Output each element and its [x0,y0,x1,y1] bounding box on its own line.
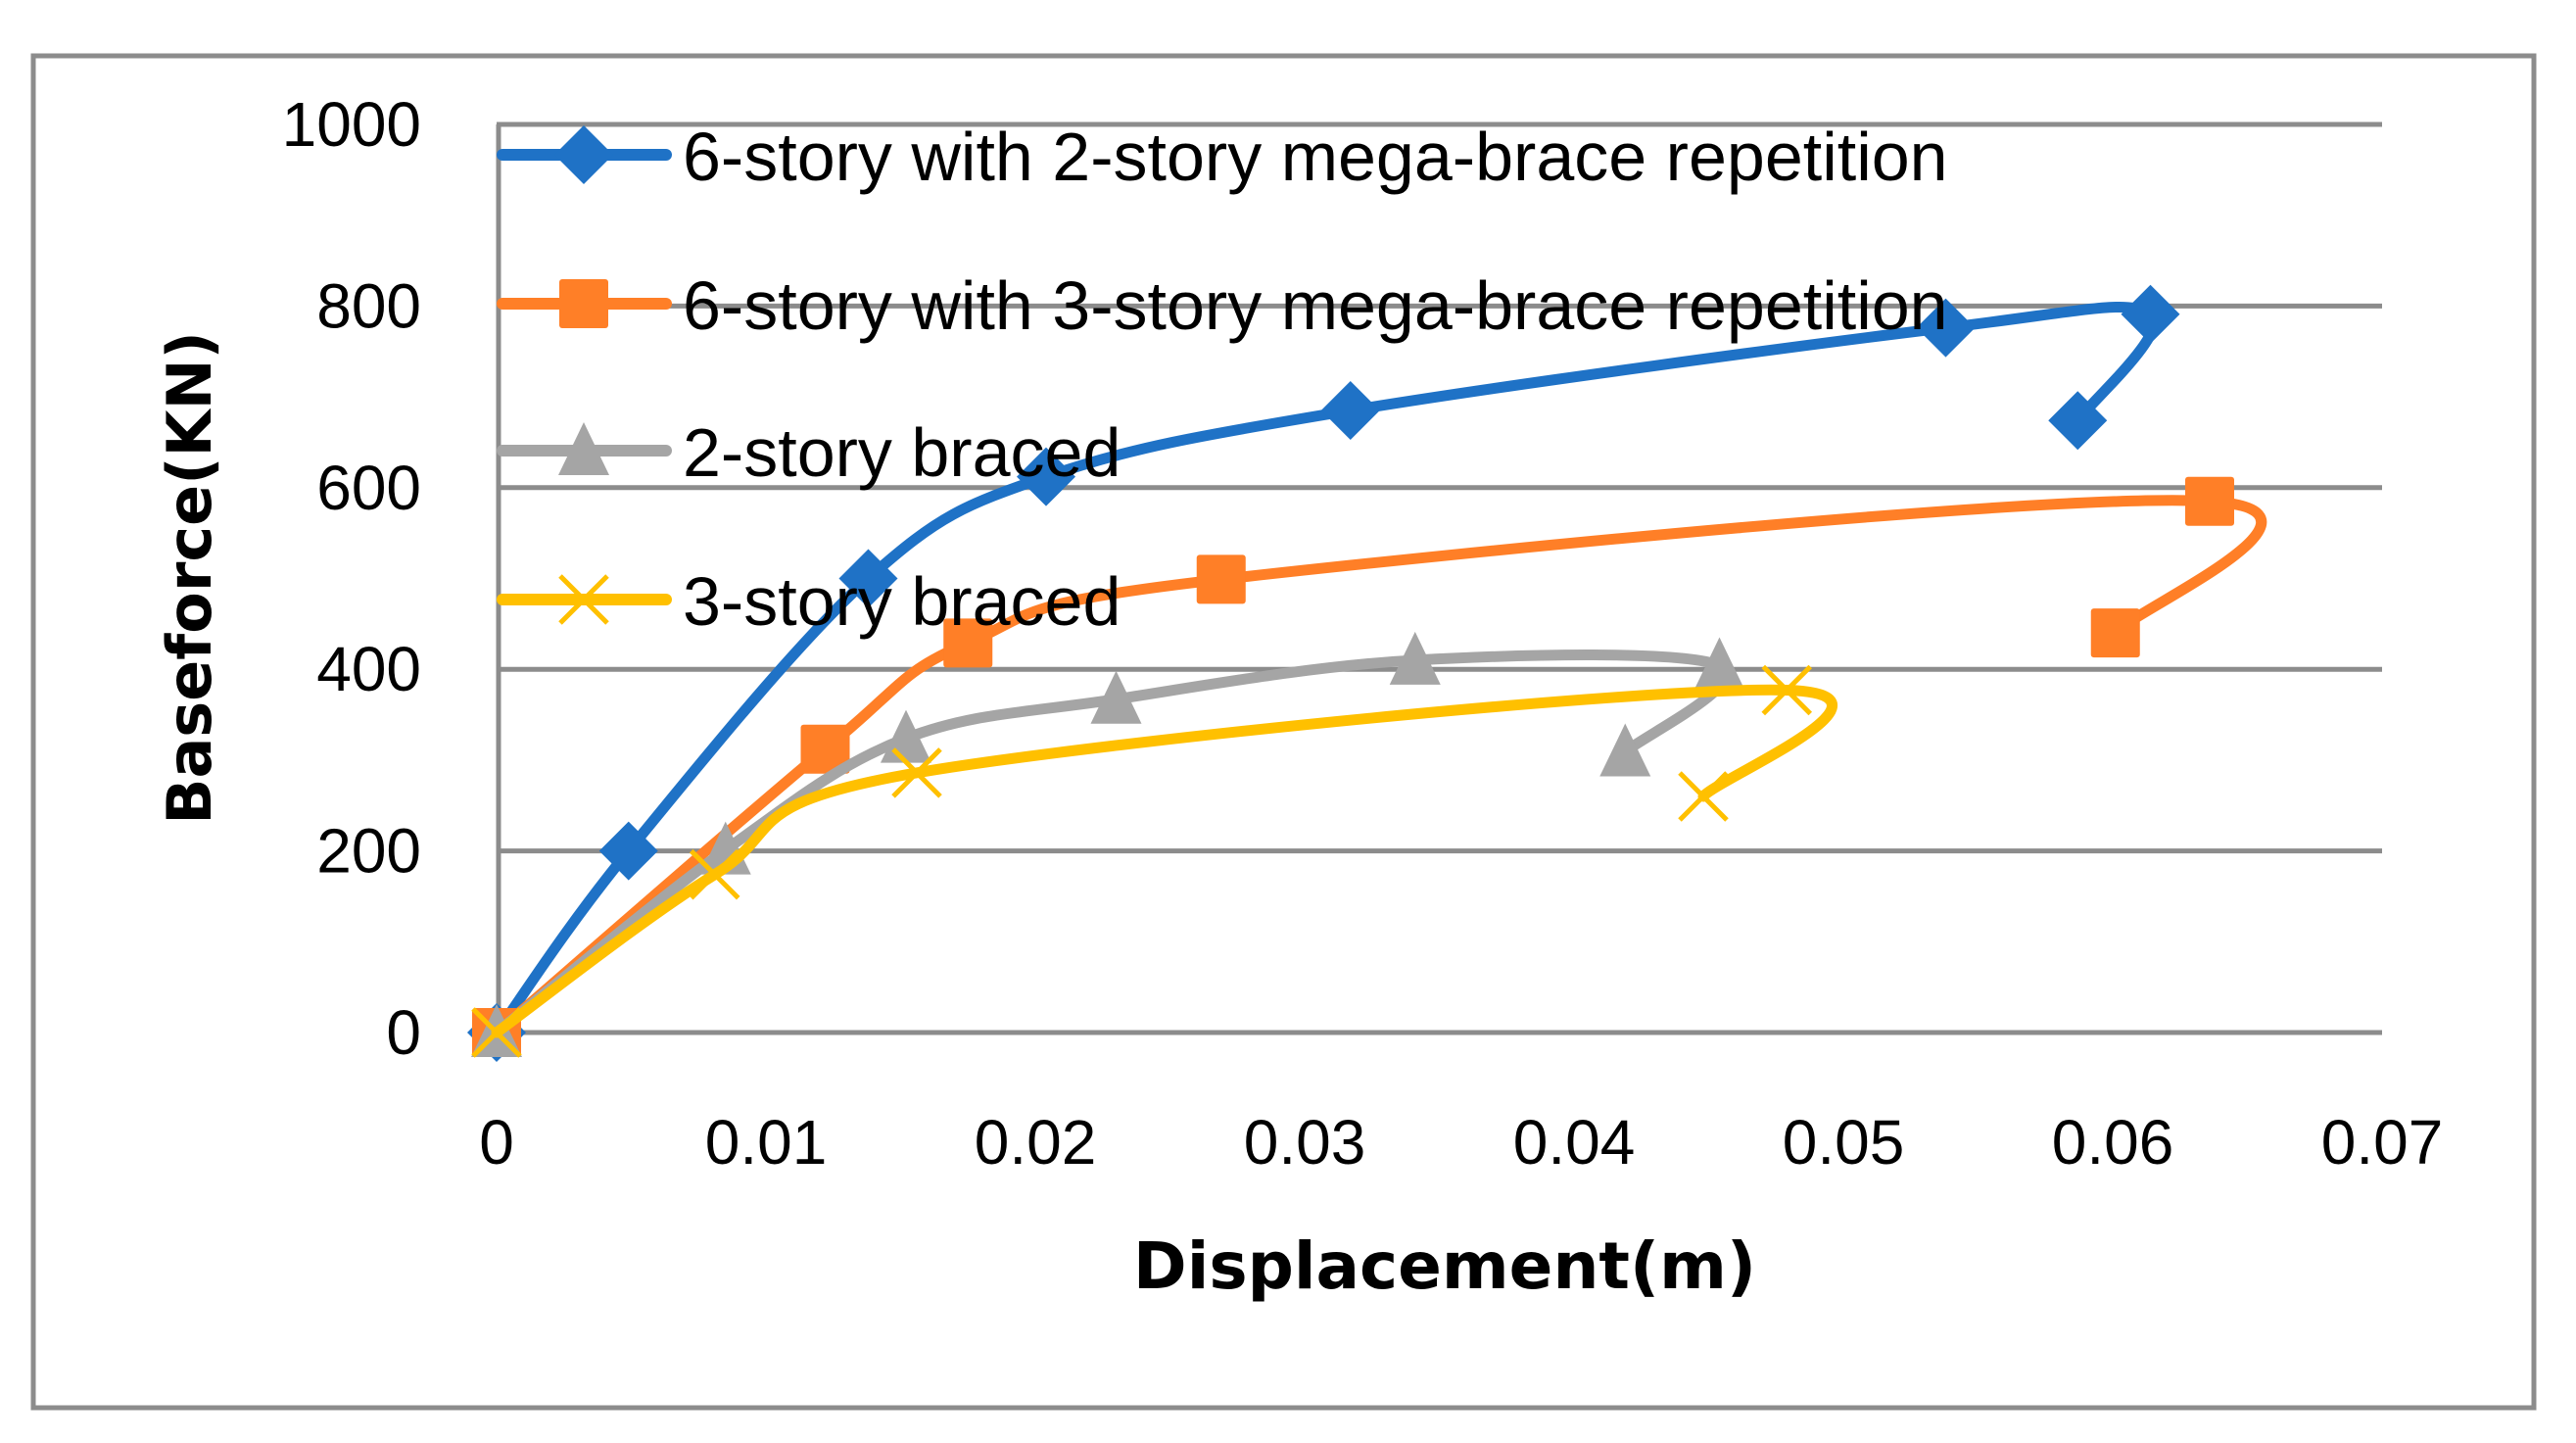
legend-item-3[interactable]: 2-story braced [497,414,1121,491]
y-axis-ticks: 0 200 400 600 800 1000 [282,89,421,1068]
legend-label: 3-story braced [683,563,1121,640]
triangle-marker-icon [1090,670,1142,724]
legend-label: 2-story braced [683,414,1121,491]
diamond-marker-icon [598,821,658,881]
x-axis-ticks: 0 0.01 0.02 0.03 0.04 0.05 0.06 0.07 [479,1107,2443,1178]
square-marker-icon [1196,554,1246,604]
square-marker-icon [943,618,993,668]
square-marker-icon [2090,608,2140,658]
x-tick-label: 0.04 [1513,1107,1636,1178]
series-1 [467,284,2180,1062]
x-marker-icon [1761,664,1813,716]
diamond-marker-icon [554,125,613,184]
x-marker-icon [558,574,609,625]
y-tick-label: 0 [386,997,421,1068]
x-marker-icon [891,747,942,798]
diamond-marker-icon [1017,447,1075,506]
gridlines [496,121,2382,1035]
square-marker-icon [800,724,850,774]
y-tick-label: 400 [316,634,421,704]
y-axis-title: Baseforce(KN) [154,331,225,825]
diamond-marker-icon [838,549,898,608]
x-tick-label: 0.07 [2321,1107,2444,1178]
y-tick-label: 200 [316,816,421,887]
diamond-marker-icon [2048,391,2108,451]
x-tick-label: 0.05 [1783,1107,1905,1178]
square-marker-icon [2185,476,2234,526]
diamond-marker-icon [1320,381,1380,441]
series-4 [471,664,1837,1058]
x-tick-label: 0.06 [2052,1107,2174,1178]
legend-label: 6-story with 2-story mega-brace repetiti… [683,119,1948,195]
y-tick-label: 1000 [282,89,421,160]
square-marker-icon [559,279,608,328]
diamond-marker-icon [2121,284,2180,344]
x-marker-icon [1678,771,1729,822]
y-tick-label: 800 [316,270,421,341]
legend-item-4[interactable]: 3-story braced [497,563,1121,640]
x-axis-title: Displacement(m) [1133,1228,1756,1304]
diamond-marker-icon [1916,298,1976,358]
series-line [491,301,2160,1038]
triangle-marker-icon [1693,637,1745,691]
triangle-marker-icon [558,422,609,475]
x-tick-label: 0 [479,1107,514,1178]
x-marker-icon [471,1007,522,1058]
x-tick-label: 0.01 [705,1107,828,1178]
legend: 6-story with 2-story mega-brace repetiti… [497,119,1948,640]
y-tick-label: 600 [316,453,421,523]
x-marker-icon [689,848,740,900]
x-tick-label: 0.02 [975,1107,1097,1178]
legend-label: 6-story with 3-story mega-brace repetiti… [683,267,1948,344]
x-tick-label: 0.03 [1244,1107,1366,1178]
triangle-marker-icon [1599,723,1651,777]
data-series [467,284,2267,1062]
series-line [491,684,1837,1038]
legend-item-2[interactable]: 6-story with 3-story mega-brace repetiti… [497,267,1948,344]
triangle-marker-icon [1389,631,1441,685]
legend-item-1[interactable]: 6-story with 2-story mega-brace repetiti… [497,119,1948,195]
